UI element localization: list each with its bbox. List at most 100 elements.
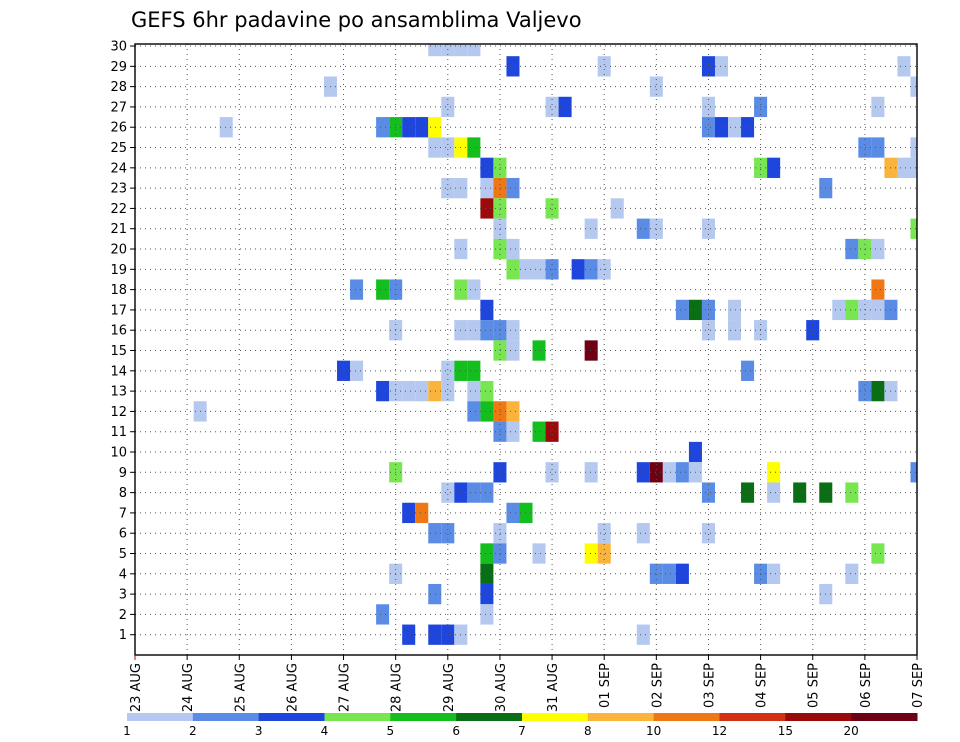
heatmap-cell (675, 563, 689, 584)
colorbar-label: 8 (584, 724, 592, 738)
heatmap-cell (584, 543, 598, 564)
y-tick-label: 2 (119, 608, 127, 623)
heatmap-cell (845, 563, 859, 584)
heatmap-cell (910, 157, 917, 178)
y-tick-label: 6 (119, 527, 127, 542)
heatmap-cell (376, 380, 390, 402)
heatmap-cell (858, 137, 872, 158)
heatmap-cell (897, 157, 911, 178)
heatmap-cell (597, 56, 611, 77)
colorbar-label: 2 (189, 724, 197, 738)
heatmap-cell (493, 218, 507, 239)
heatmap-cell (506, 177, 520, 199)
grid-lines (134, 44, 918, 655)
heatmap-cell (701, 218, 715, 239)
y-tick-label: 23 (110, 182, 127, 197)
x-tick-label: 05 SEP (807, 663, 822, 708)
y-tick-label: 8 (119, 486, 127, 501)
heatmap-cell (649, 76, 663, 97)
y-tick-label: 29 (110, 60, 127, 75)
heatmap-cell (545, 421, 559, 442)
heatmap-cell (662, 563, 676, 584)
heatmap-cell (910, 462, 917, 483)
y-tick-label: 22 (110, 202, 127, 217)
chart-title: GEFS 6hr padavine po ansamblima Valjevo (131, 8, 582, 32)
colorbar-swatch (522, 713, 589, 721)
colorbar-label: 4 (321, 724, 329, 738)
colorbar-label: 1 (123, 724, 131, 738)
colorbar-label: 6 (452, 724, 460, 738)
heatmap-cell (584, 218, 598, 239)
heatmap-cell (506, 259, 520, 280)
y-tick-label: 28 (110, 80, 127, 95)
y-tick-label: 7 (119, 506, 127, 521)
colorbar-label: 5 (387, 724, 395, 738)
heatmap-cell (871, 543, 885, 564)
heatmap-cell (441, 177, 455, 199)
x-tick-label: 26 AUG (285, 663, 300, 712)
heatmap-cell (350, 360, 364, 381)
colorbar-swatch (653, 713, 720, 721)
heatmap-cell (493, 401, 507, 422)
y-tick-label: 26 (110, 121, 127, 136)
heatmap-cell (480, 177, 494, 199)
heatmap-cell (532, 340, 546, 361)
colorbar-swatch (127, 713, 194, 721)
heatmap-cell (545, 198, 559, 219)
x-tick-label: 06 SEP (859, 663, 874, 708)
heatmap-cell (858, 380, 872, 402)
heatmap-cell (662, 462, 676, 483)
y-tick-label: 19 (110, 263, 127, 278)
heatmap-cell (532, 543, 546, 564)
x-tick-label: 27 AUG (338, 663, 353, 712)
y-tick-label: 18 (110, 283, 127, 298)
heatmap-cell (480, 401, 494, 422)
heatmap-cell (402, 380, 416, 402)
colorbar-swatch (258, 713, 325, 721)
y-tick-label: 15 (110, 344, 127, 359)
heatmap-cell (480, 482, 494, 503)
heatmap-cell (649, 462, 663, 483)
y-axis: 1234567891011121314151617181920212223242… (110, 40, 135, 643)
heatmap-cell (493, 543, 507, 564)
heatmap-cell (493, 462, 507, 483)
heatmap-cell (480, 543, 494, 564)
heatmap-cell (480, 604, 494, 625)
heatmap-cell (402, 117, 416, 138)
heatmap-cell (441, 137, 455, 158)
colorbar-label: 3 (255, 724, 263, 738)
heatmap-cell (636, 624, 650, 645)
heatmap-cell (428, 624, 442, 645)
heatmap-cell (597, 543, 611, 564)
x-tick-label: 31 AUG (546, 663, 561, 712)
heatmap-cell (428, 583, 442, 605)
heatmap-cell (793, 482, 807, 503)
heatmap-cell (402, 502, 416, 524)
colorbar-swatch (587, 713, 655, 721)
heatmap-cell (467, 380, 481, 402)
colorbar-label: 7 (518, 724, 526, 738)
heatmap-cell (428, 523, 442, 544)
heatmap-cell (806, 320, 820, 341)
colorbar-swatch (785, 713, 852, 721)
heatmap-cell (480, 198, 494, 219)
colorbar-swatch (390, 713, 457, 721)
colorbar-swatch (324, 713, 391, 721)
heatmap-cell (428, 380, 442, 402)
x-tick-label: 24 AUG (181, 663, 196, 712)
heatmap-cell (480, 380, 494, 402)
y-tick-label: 12 (110, 405, 127, 420)
y-tick-label: 1 (119, 628, 127, 643)
heatmap-cell (493, 340, 507, 361)
heatmap-cell (871, 96, 885, 118)
y-tick-label: 5 (119, 547, 127, 562)
heatmap-cell (701, 523, 715, 544)
heatmap-cell (636, 462, 650, 483)
heatmap-cell (871, 279, 885, 300)
heatmap-cell (910, 218, 917, 239)
heatmap-cell (701, 56, 715, 77)
x-tick-label: 23 AUG (129, 663, 144, 712)
colorbar-label: 12 (712, 724, 727, 738)
heatmap-cell (428, 117, 442, 138)
